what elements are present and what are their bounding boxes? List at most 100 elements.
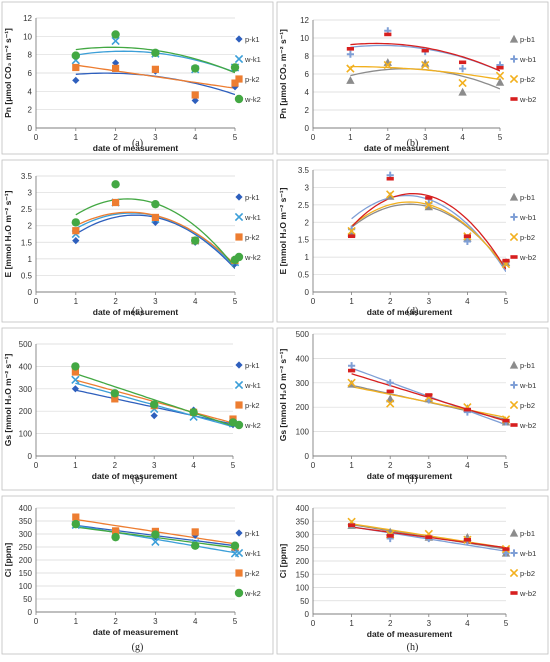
y-tick-label: 100 (296, 584, 310, 593)
legend-label-w-b1: w-b1 (519, 213, 536, 222)
legend-marker-w-k2 (234, 94, 244, 104)
y-tick-label: 0 (28, 124, 33, 133)
data-point-w-b2 (425, 393, 433, 397)
series-w-b1 (348, 171, 510, 266)
data-point-p-k1 (71, 385, 79, 393)
y-tick-label: 2.5 (21, 205, 33, 214)
x-tick-label: 5 (504, 297, 509, 306)
legend-label-p-k1: p-k1 (245, 361, 260, 370)
trendline-p-k2 (75, 64, 235, 89)
y-tick-label: 0 (305, 288, 310, 297)
data-point-w-b2 (425, 535, 433, 539)
y-tick-label: 200 (19, 407, 33, 416)
legend-marker-p-b1 (509, 192, 519, 201)
panel-f: 0 100 200 300 400 500 0 1 2 3 4 5 date of measuremen… (276, 327, 549, 491)
x-axis-label: date of measurement (367, 471, 453, 481)
data-point-w-k2 (71, 362, 80, 371)
y-tick-label: 300 (296, 531, 310, 540)
legend-label-w-b2: w-b2 (519, 95, 536, 104)
data-point-w-k2 (191, 541, 200, 550)
x-tick-label: 2 (113, 133, 118, 142)
data-point-p-b1 (386, 191, 395, 200)
data-point-w-b2 (463, 407, 471, 412)
data-point-w-b2 (502, 547, 510, 551)
x-tick-label: 2 (388, 297, 393, 306)
legend-label-w-b1: w-b1 (519, 549, 536, 558)
x-tick-label: 5 (233, 133, 238, 142)
legend: p-b1 w-b1 p-b2 w-b2 (509, 192, 536, 262)
data-point-w-b2 (425, 196, 433, 200)
y-tick-label: 400 (296, 354, 310, 363)
y-tick-label: 2 (305, 218, 310, 227)
legend-label-w-k2: w-k2 (244, 589, 261, 598)
y-tick-label: 200 (19, 556, 33, 565)
y-tick-label: 100 (19, 430, 33, 439)
x-tick-label: 3 (153, 617, 158, 626)
y-tick-label: 10 (23, 32, 32, 41)
y-tick-label: 0 (305, 610, 310, 619)
data-point-p-b1 (421, 59, 430, 67)
legend-marker-p-b1 (509, 528, 519, 537)
y-axis-label: Pn [μmol CO₂ m⁻² s⁻¹] (278, 29, 288, 119)
y-tick-label: 8 (28, 51, 33, 60)
x-tick-label: 1 (74, 617, 79, 626)
series-p-b2 (346, 60, 505, 88)
legend-marker-w-b2 (510, 591, 518, 595)
x-tick-label: 3 (427, 297, 432, 306)
data-point-w-k2 (150, 400, 159, 409)
x-tick-label: 0 (311, 619, 316, 628)
x-tick-label: 3 (153, 133, 158, 142)
legend-label-p-k1: p-k1 (245, 193, 260, 202)
x-tick-label: 3 (153, 297, 158, 306)
x-axis-label: date of measurement (367, 629, 453, 639)
y-axis-label: Ci [ppm] (278, 544, 288, 579)
data-point-w-k2 (71, 519, 81, 529)
panel-frame (1, 1, 274, 155)
data-point-w-b2 (421, 48, 429, 53)
legend-label-w-k2: w-k2 (244, 95, 261, 104)
data-point-w-b2 (502, 258, 510, 263)
y-tick-label: 300 (19, 530, 33, 539)
y-tick-label: 200 (296, 403, 310, 412)
data-point-p-b2 (386, 399, 395, 408)
data-point-w-b2 (459, 60, 467, 65)
x-axis-label: date of measurement (92, 471, 178, 481)
data-point-p-k2 (151, 213, 159, 222)
x-axis-label: date of measurement (93, 627, 179, 637)
legend-label-w-b1: w-b1 (519, 55, 536, 64)
legend-marker-p-k2 (235, 75, 243, 83)
legend-marker-w-b2 (510, 97, 518, 101)
x-tick-label: 4 (465, 619, 470, 628)
data-point-w-k2 (151, 48, 160, 58)
x-tick-label: 0 (34, 297, 39, 306)
y-tick-label: 2.5 (298, 201, 310, 210)
y-tick-label: 50 (300, 597, 309, 606)
y-tick-label: 12 (23, 14, 32, 23)
y-tick-label: 100 (19, 582, 33, 591)
y-tick-label: 200 (296, 557, 310, 566)
data-point-p-k2 (151, 65, 159, 73)
data-point-p-k1 (231, 83, 239, 91)
data-point-w-k2 (230, 541, 240, 550)
x-tick-label: 5 (233, 297, 238, 306)
series-w-k2 (71, 30, 240, 73)
panel-caption: (d) (407, 306, 419, 317)
data-point-p-b1 (458, 87, 467, 96)
data-point-w-b2 (348, 234, 356, 239)
data-point-p-b2 (386, 190, 395, 199)
data-point-p-k1 (112, 59, 120, 67)
data-point-p-k2 (231, 79, 239, 87)
y-tick-label: 1 (28, 255, 33, 264)
y-tick-label: 8 (305, 52, 310, 61)
y-tick-label: 3.5 (298, 166, 310, 175)
y-tick-label: 0 (28, 452, 33, 461)
data-point-w-b2 (502, 418, 510, 423)
panel-frame (276, 327, 549, 491)
y-tick-label: 2 (305, 106, 310, 115)
panel-caption: (c) (132, 306, 143, 317)
x-tick-label: 2 (388, 461, 393, 470)
panel-caption: (a) (132, 138, 143, 149)
legend-label-w-k1: w-k1 (244, 549, 261, 558)
data-point-w-k2 (111, 30, 120, 39)
